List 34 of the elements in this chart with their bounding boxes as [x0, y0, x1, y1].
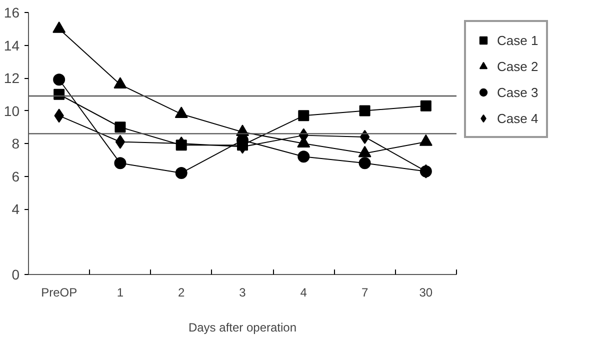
point [420, 100, 432, 112]
point [52, 21, 66, 33]
point [54, 88, 65, 100]
legend-label: Case 3 [497, 84, 538, 100]
x-tick-label: 30 [419, 286, 433, 300]
y-tick-label: 0 [12, 266, 20, 282]
point [114, 122, 126, 133]
y-tick-label: 14 [4, 37, 20, 54]
x-tick-label: 4 [300, 286, 308, 300]
point [115, 134, 126, 149]
y-tick-label: 12 [4, 70, 20, 86]
x-tick-label: 7 [361, 286, 368, 300]
point [114, 77, 127, 89]
point [298, 110, 310, 122]
y-tick-label: 16 [4, 4, 20, 20]
x-tick-label: 3 [239, 286, 246, 300]
x-tick-label: PreOP [41, 286, 78, 300]
point [359, 105, 370, 116]
point [298, 150, 310, 163]
y-tick-label: 8 [12, 136, 20, 152]
y-tick-label: 4 [12, 201, 20, 217]
legend-label: Case 2 [497, 58, 538, 74]
point [114, 157, 126, 170]
point [175, 166, 188, 179]
y-tick-label: 6 [12, 168, 20, 184]
y-tick-label: 10 [4, 102, 20, 119]
x-tick-label: 1 [116, 286, 124, 300]
point [53, 74, 66, 86]
x-axis-title: Days after operation [188, 320, 297, 334]
legend-label: Case 1 [497, 32, 538, 48]
legend-label: Case 4 [497, 110, 538, 126]
x-tick-label: 2 [178, 286, 186, 300]
point [358, 157, 371, 170]
point [174, 106, 188, 118]
